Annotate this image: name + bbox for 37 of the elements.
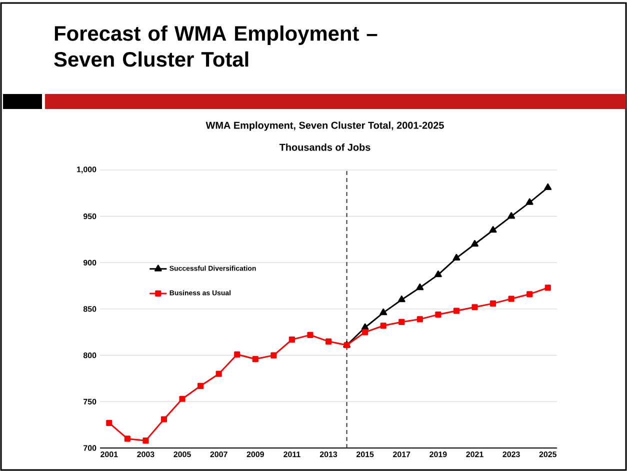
point: [435, 311, 442, 318]
point: [270, 352, 277, 358]
point: [490, 300, 496, 306]
point: [416, 284, 424, 290]
point: [508, 212, 516, 219]
point: [380, 322, 386, 329]
point: [544, 284, 551, 291]
point: [325, 338, 332, 344]
point: [380, 308, 388, 316]
chart-subtitle: WMA Employment, Seven Cluster Total, 2001-2025: [206, 122, 444, 131]
point: [252, 356, 258, 362]
point: [472, 304, 478, 310]
point: [142, 438, 149, 444]
point: [526, 198, 534, 205]
point: [489, 226, 497, 233]
point: [160, 416, 168, 422]
point: [398, 318, 405, 326]
point: [544, 183, 552, 190]
point: [398, 296, 406, 302]
text: Thousands of Jobs: [279, 144, 370, 151]
point: [434, 270, 442, 278]
point: [526, 291, 533, 298]
point: [179, 396, 186, 402]
point: [307, 332, 314, 338]
point: [216, 370, 222, 377]
point: [452, 254, 460, 260]
point: [508, 296, 514, 302]
point: [362, 329, 368, 336]
point: [453, 308, 460, 314]
chart-title: Forecast of WMA Employment – Seven Cluster Total: [54, 26, 378, 67]
point: [471, 240, 478, 247]
point: [416, 316, 423, 322]
point: [124, 436, 130, 442]
point: [234, 351, 240, 358]
point: [106, 420, 112, 426]
point: [198, 382, 204, 389]
point: [288, 336, 295, 343]
